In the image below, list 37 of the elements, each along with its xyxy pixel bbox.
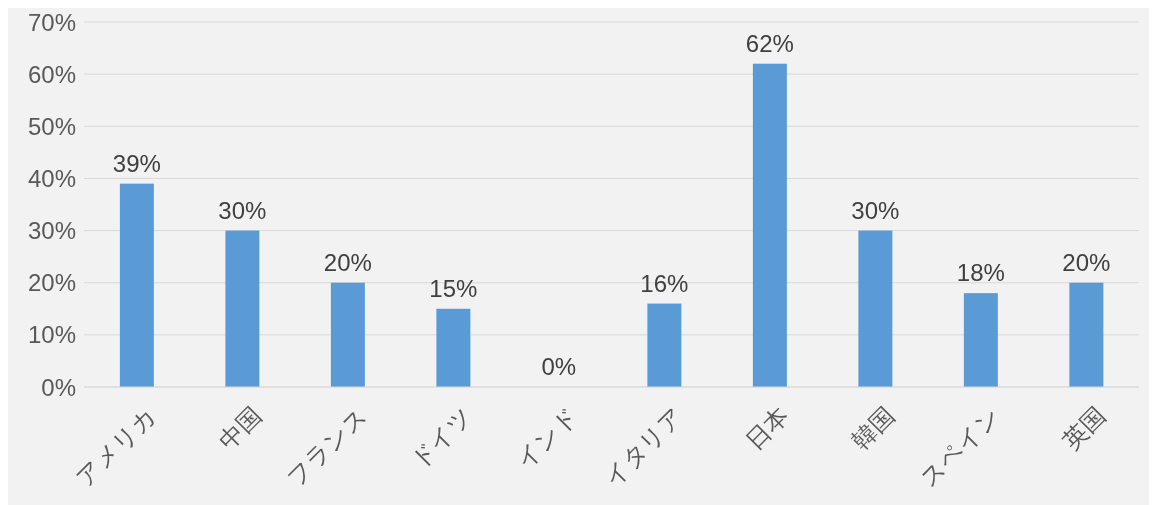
x-tick-label: フランス xyxy=(281,401,372,492)
data-label: 15% xyxy=(429,274,478,302)
x-tick-label: ドイツ xyxy=(405,401,478,475)
x-tick-label: 英国 xyxy=(1057,401,1111,455)
x-tick-label: 韓国 xyxy=(846,401,900,455)
x-tick-label: インド xyxy=(510,401,583,475)
bar xyxy=(752,63,787,387)
x-tick-label: アメリカ xyxy=(70,401,161,492)
y-tick-label: 10% xyxy=(27,321,76,349)
x-tick-label: 日本 xyxy=(740,401,794,455)
data-label: 39% xyxy=(112,149,161,177)
y-tick-label: 20% xyxy=(27,269,76,297)
x-tick-label: 中国 xyxy=(213,401,267,455)
data-label: 0% xyxy=(541,353,577,380)
data-label: 18% xyxy=(956,259,1005,287)
y-tick-label: 60% xyxy=(27,60,76,88)
bar xyxy=(963,293,998,387)
data-label: 16% xyxy=(640,269,689,297)
y-tick-label: 30% xyxy=(27,217,76,245)
bar xyxy=(436,308,471,387)
bar xyxy=(225,230,260,387)
x-tick-label: スペイン xyxy=(914,401,1005,492)
x-tick-label: イタリア xyxy=(598,401,689,492)
data-label: 20% xyxy=(323,248,372,276)
y-tick-label: 50% xyxy=(27,112,76,140)
data-label: 30% xyxy=(218,196,267,224)
bar xyxy=(858,230,893,387)
bar xyxy=(119,183,154,387)
data-label: 20% xyxy=(1062,248,1111,276)
data-label: 62% xyxy=(745,29,794,57)
bar xyxy=(1069,282,1104,387)
y-tick-label: 70% xyxy=(27,8,76,36)
bar xyxy=(647,303,682,387)
y-tick-label: 40% xyxy=(27,164,76,192)
data-label: 30% xyxy=(851,196,900,224)
bar xyxy=(330,282,365,387)
y-tick-label: 0% xyxy=(41,373,76,401)
